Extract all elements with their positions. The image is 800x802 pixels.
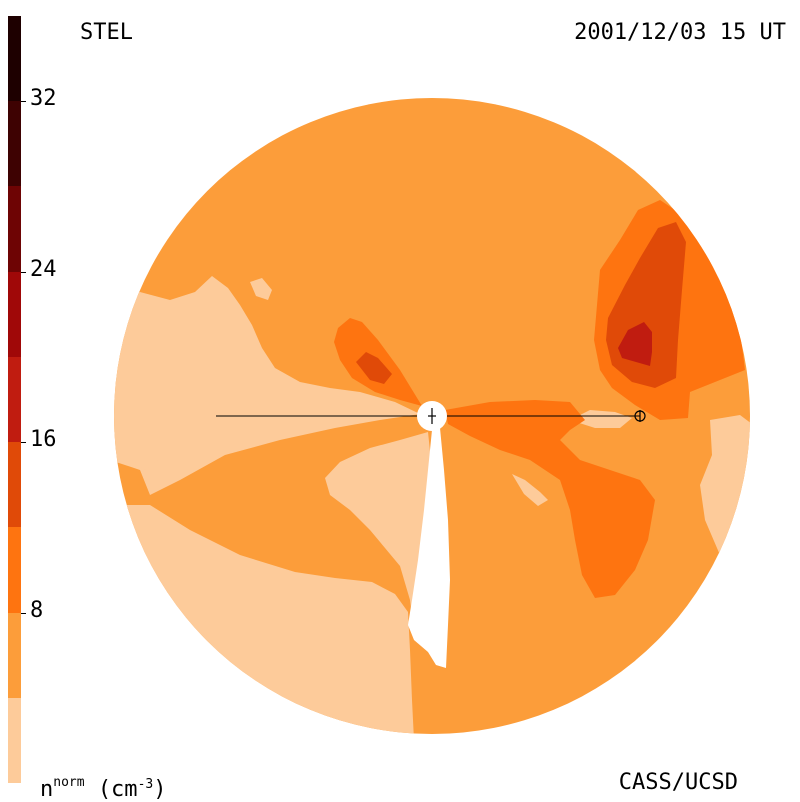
contour-light-north-islet — [250, 278, 272, 300]
colorbar-tick-mark — [21, 271, 26, 273]
earth-icon — [634, 410, 646, 422]
colorbar-tick-label: 8 — [30, 597, 44, 623]
units-open: (cm — [97, 777, 138, 802]
colorbar-segment — [8, 697, 21, 783]
units-close: ) — [153, 777, 167, 802]
colorbar-tick-mark — [21, 101, 26, 103]
colorbar-segment — [8, 271, 21, 357]
quantity-superscript: norm — [53, 775, 85, 790]
contour-light-west — [114, 276, 420, 495]
colorbar-tick-label: 16 — [30, 427, 57, 453]
contour-orange-east — [445, 400, 655, 598]
colorbar-segment — [8, 442, 21, 528]
colorbar-segment — [8, 16, 21, 102]
colorbar-segment — [8, 612, 21, 698]
quantity-symbol: n — [40, 777, 54, 802]
credit-label: CASS/UCSD — [618, 770, 738, 795]
contour-red-orange-northwest — [356, 352, 392, 384]
colorbar-tick-mark — [21, 612, 26, 614]
data-gap-wedge — [408, 428, 450, 668]
colorbar-segment — [8, 356, 21, 443]
colorbar-tick-mark — [21, 442, 26, 444]
contour-light-southeast-islet — [512, 474, 548, 506]
sun-marker — [417, 401, 447, 431]
instrument-label: STEL — [80, 20, 133, 45]
contour-light-west-islet — [132, 440, 158, 470]
colorbar-segment — [8, 186, 21, 272]
contour-light-center-south — [325, 432, 433, 632]
density-colorbar — [8, 16, 21, 783]
contour-red-northeast — [618, 322, 652, 366]
colorbar-segment — [8, 101, 21, 187]
colorbar-segment — [8, 527, 21, 613]
contour-light-east-islet — [570, 410, 632, 428]
units-exponent: -3 — [137, 777, 154, 792]
datetime-label: 2001/12/03 15 UT — [574, 20, 786, 45]
units-label: nnorm (cm-3) — [40, 772, 166, 801]
colorbar-tick-label: 32 — [30, 86, 57, 112]
colorbar-tick-label: 24 — [30, 256, 57, 282]
